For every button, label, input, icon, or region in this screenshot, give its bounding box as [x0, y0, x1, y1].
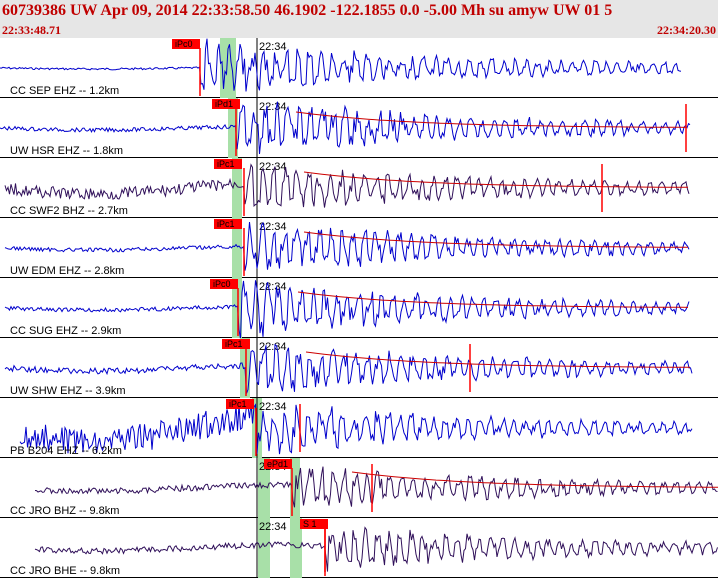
- station-label: CC SWF2 BHZ -- 2.7km: [10, 205, 128, 217]
- pick-flag: [212, 99, 240, 109]
- seismogram-plot[interactable]: 22:34 iPc0 CC SEP EHZ -- 1.2km 22:34 iPd1 UW …: [0, 38, 718, 578]
- end-time: 22:34:20.30: [657, 23, 716, 37]
- waveform: [4, 343, 693, 394]
- trace-row: 22:34 iPd1 UW HSR EHZ -- 1.8km: [0, 98, 718, 158]
- time-tick-label: 22:34: [259, 221, 287, 233]
- pick-label: iPc0: [175, 39, 193, 49]
- waveform: [34, 466, 718, 508]
- time-tick-label: 22:34: [259, 161, 287, 173]
- analysis-window: [228, 98, 238, 158]
- analysis-window: [232, 218, 242, 278]
- coda-curve: [351, 471, 718, 488]
- pick-label: S 1: [303, 519, 317, 529]
- time-tick-label: 22:34: [259, 101, 287, 113]
- trace-row: 22:34 iPc1 UW SHW EHZ -- 3.9km: [0, 338, 718, 398]
- pick-label: ePd1: [267, 459, 288, 469]
- time-tick-label: 22:34: [259, 281, 287, 293]
- station-label: CC SEP EHZ -- 1.2km: [10, 85, 119, 97]
- analysis-window: [258, 458, 270, 518]
- time-tick-label: 22:34: [259, 41, 287, 53]
- header-bar: 60739386 UW Apr 09, 2014 22:33:58.50 46.…: [0, 0, 718, 38]
- pick-flag: [300, 519, 328, 529]
- start-time: 22:33:48.71: [2, 23, 61, 37]
- station-label: UW SHW EHZ -- 3.9km: [10, 385, 126, 397]
- pick-flag: [214, 219, 242, 229]
- analysis-window: [232, 158, 242, 218]
- station-label: PB B204 EHZ -- 6.2km: [10, 445, 122, 457]
- pick-flag: [226, 399, 254, 409]
- coda-curve: [297, 291, 689, 308]
- coda-curve: [303, 231, 688, 248]
- analysis-window: [258, 518, 270, 578]
- pick-label: iPc1: [225, 339, 243, 349]
- waveform: [0, 38, 682, 92]
- station-label: UW HSR EHZ -- 1.8km: [10, 145, 123, 157]
- coda-curve: [295, 111, 687, 128]
- waveform: [34, 526, 718, 572]
- station-label: CC JRO BHE -- 9.8km: [10, 565, 120, 577]
- pick-label: iPc0: [213, 279, 231, 289]
- pick-flag: [210, 279, 238, 289]
- trace-row: 22:34 S 1 CC JRO BHE -- 9.8km: [0, 518, 718, 578]
- trace-row: 22:34 iPc0 CC SUG EHZ -- 2.9km: [0, 278, 718, 339]
- pick-label: iPc1: [229, 399, 247, 409]
- trace-row: 22:34 iPc1 PB B204 EHZ -- 6.2km: [0, 398, 718, 458]
- time-tick-label: 22:34: [259, 401, 287, 413]
- waveform: [0, 101, 691, 155]
- waveform: [19, 403, 693, 455]
- station-label: CC SUG EHZ -- 2.9km: [10, 325, 121, 337]
- time-tick-label: 22:34: [259, 341, 287, 353]
- waveform: [4, 221, 690, 271]
- station-label: CC JRO BHZ -- 9.8km: [10, 505, 119, 517]
- waveform: [4, 163, 690, 208]
- trace-row: 22:34 iPc1 CC SWF2 BHZ -- 2.7km: [0, 158, 718, 218]
- coda-curve: [303, 171, 688, 188]
- pick-flag: [172, 39, 200, 49]
- coda-curve: [305, 351, 690, 368]
- station-label: UW EDM EHZ -- 2.8km: [10, 265, 124, 277]
- analysis-window: [232, 278, 242, 338]
- pick-label: iPc1: [217, 219, 235, 229]
- pick-flag: [214, 159, 242, 169]
- pick-flag: [264, 459, 292, 469]
- pick-flag: [222, 339, 250, 349]
- pick-label: iPc1: [217, 159, 235, 169]
- time-tick-label: 22:34: [259, 521, 287, 533]
- trace-row: 22:34ePd1CC JRO BHZ -- 9.8km: [0, 458, 718, 518]
- trace-row: 22:34 iPc0 CC SEP EHZ -- 1.2km: [0, 38, 718, 98]
- trace-row: 22:34 iPc1 UW EDM EHZ -- 2.8km: [0, 218, 718, 278]
- pick-label: iPd1: [215, 99, 233, 109]
- event-title: 60739386 UW Apr 09, 2014 22:33:58.50 46.…: [2, 2, 613, 19]
